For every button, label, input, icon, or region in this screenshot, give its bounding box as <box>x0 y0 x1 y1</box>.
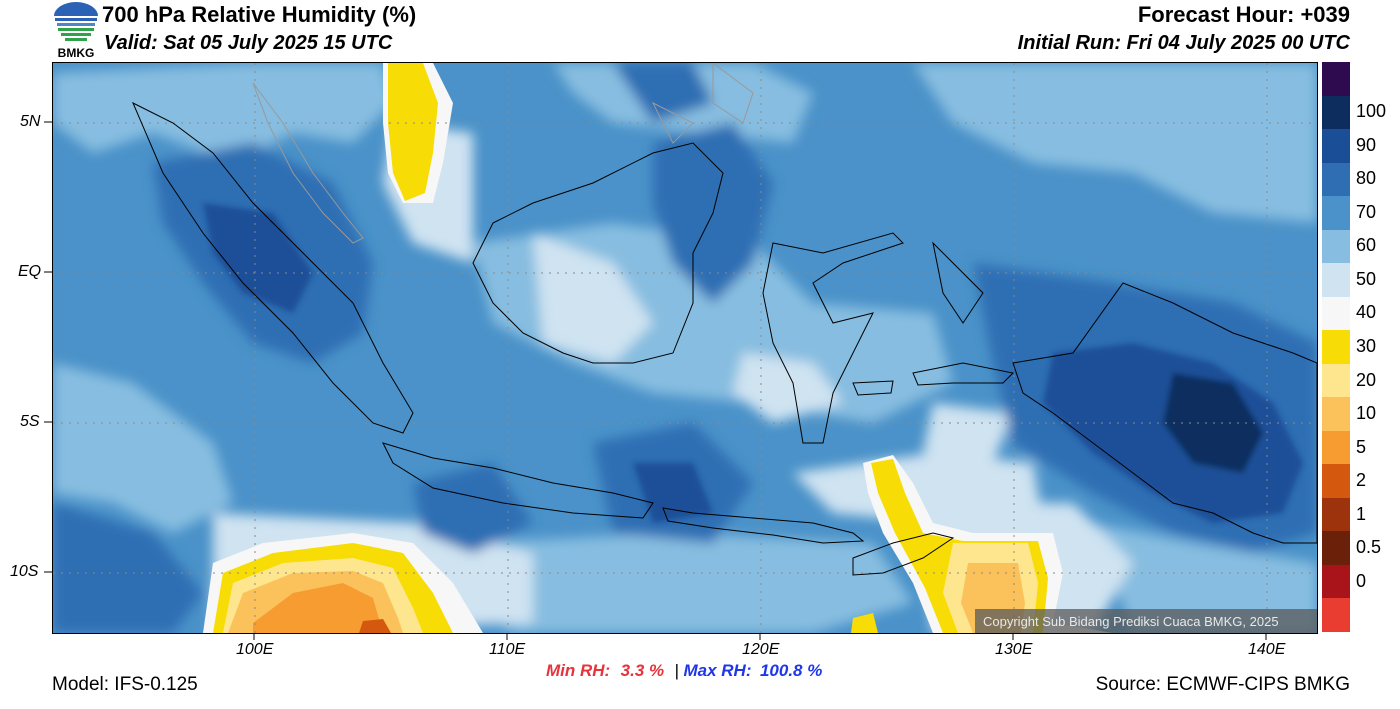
colorbar-label: 10 <box>1356 403 1377 424</box>
colorbar-segment <box>1322 564 1350 599</box>
logo-text: BMKG <box>57 46 95 60</box>
colorbar-segment <box>1322 296 1350 331</box>
colorbar-label: 0 <box>1356 570 1367 591</box>
bmkg-logo: BMKG <box>52 2 100 62</box>
lon-tick-label: 120E <box>742 641 780 658</box>
copyright-box <box>975 609 1317 633</box>
colorbar-label: 70 <box>1356 201 1377 222</box>
lon-tick-label: 130E <box>995 641 1033 658</box>
lon-axis: 100E 110E 120E 130E 140E <box>52 633 1318 659</box>
valid-time: Valid: Sat 05 July 2025 15 UTC <box>104 32 393 54</box>
lon-tick-label: 110E <box>489 641 526 658</box>
copyright-text: Copyright Sub Bidang Prediksi Cuaca BMKG… <box>983 614 1279 629</box>
colorbar-segment <box>1322 229 1350 264</box>
colorbar-label: 50 <box>1356 268 1377 289</box>
colorbar-segment <box>1322 263 1350 298</box>
colorbar <box>1322 62 1350 633</box>
humidity-map: Copyright Sub Bidang Prediksi Cuaca BMKG… <box>52 62 1318 634</box>
colorbar-label: 1 <box>1356 503 1367 524</box>
colorbar-segment <box>1322 598 1350 633</box>
colorbar-segment <box>1322 363 1350 398</box>
colorbar-labels: 100 90 80 70 60 50 40 30 20 10 5 2 1 0.5 0 <box>1354 62 1400 632</box>
map-gridlines <box>53 63 1317 633</box>
model-label: Model: IFS-0.125 <box>52 674 198 695</box>
lat-tick-label: EQ <box>18 263 42 280</box>
colorbar-label: 5 <box>1356 436 1367 457</box>
colorbar-label: 20 <box>1356 369 1377 390</box>
colorbar-segment <box>1322 531 1350 566</box>
colorbar-label: 90 <box>1356 134 1377 155</box>
colorbar-label: 40 <box>1356 302 1377 323</box>
min-rh-value: 3.3 % <box>620 661 665 680</box>
lat-tick-label: 5S <box>20 413 40 430</box>
lat-tick-label: 5N <box>20 113 41 130</box>
colorbar-label: 30 <box>1356 336 1377 356</box>
max-rh-value: 100.8 % <box>759 661 823 680</box>
lon-tick-label: 100E <box>236 641 274 658</box>
colorbar-segment <box>1322 497 1350 532</box>
min-rh-label: Min RH: <box>546 661 611 680</box>
colorbar-label: 2 <box>1356 470 1367 491</box>
max-rh-label: Max RH: <box>683 661 752 680</box>
colorbar-segment <box>1322 196 1350 231</box>
map-title: 700 hPa Relative Humidity (%) <box>102 2 417 27</box>
colorbar-segment <box>1322 162 1350 197</box>
stats-separator: | <box>674 661 680 680</box>
lon-tick-label: 140E <box>1248 641 1286 658</box>
colorbar-label: 60 <box>1356 235 1377 256</box>
forecast-hour: Forecast Hour: +039 <box>1137 2 1350 27</box>
lat-tick-label: 10S <box>10 563 39 580</box>
rh-stats: Min RH: 3.3 % | Max RH: 100.8 % <box>546 661 822 681</box>
colorbar-label: 80 <box>1356 168 1377 189</box>
colorbar-label: 0.5 <box>1356 537 1382 558</box>
rh-moist-core <box>203 203 1303 523</box>
colorbar-segment <box>1322 397 1350 432</box>
initial-run: Initial Run: Fri 04 July 2025 00 UTC <box>1017 32 1350 54</box>
colorbar-segment <box>1322 62 1350 97</box>
coastlines <box>132 63 1317 576</box>
colorbar-segment <box>1322 95 1350 130</box>
lat-axis: 5N EQ 5S 10S <box>0 62 52 632</box>
colorbar-segment <box>1322 129 1350 164</box>
humidity-field: Copyright Sub Bidang Prediksi Cuaca BMKG… <box>53 63 1317 633</box>
rh-dry-areas <box>203 63 1113 633</box>
source-label: Source: ECMWF-CIPS BMKG <box>1095 674 1350 695</box>
colorbar-segment <box>1322 430 1350 465</box>
bmkg-globe-icon <box>54 2 98 41</box>
colorbar-segment <box>1322 464 1350 499</box>
colorbar-label: 100 <box>1356 101 1387 122</box>
colorbar-segment <box>1322 330 1350 365</box>
